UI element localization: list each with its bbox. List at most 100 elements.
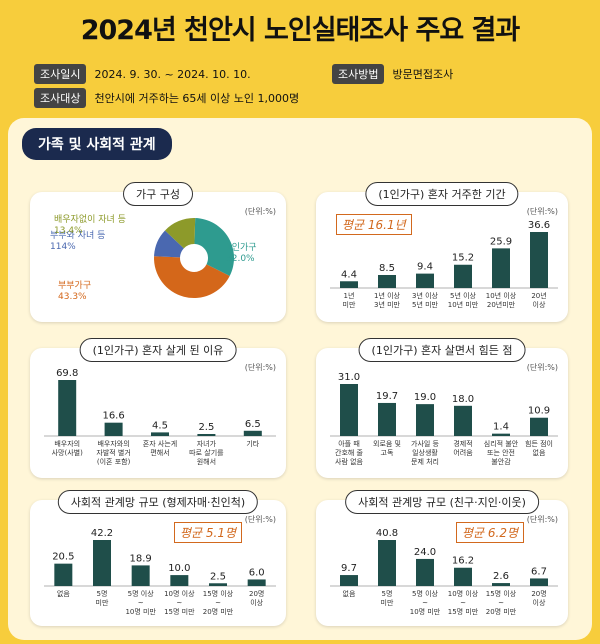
category-label: 20명 이상 [249,589,264,607]
category-label: 배우자와의 자발적 별거 (이혼 포함) [96,439,130,466]
survey-target: 조사대상 천안시에 거주하는 65세 이상 노인 1,000명 [34,88,299,108]
category-label: 자녀가 따로 살기를 원해서 [189,439,224,466]
data-label: 6.7 [531,566,547,577]
bar [340,281,358,288]
panel-title-network-friends: 사회적 관계망 규모 (친구·지인·이웃) [345,490,539,514]
bar [54,563,73,586]
bar [340,575,358,586]
category-label: 가사일 등 일상생활 문제 처리 [411,439,440,466]
category-label: 5명 이상 ~10명 미만 [410,589,441,616]
data-label: 16.2 [452,556,474,567]
pie-slice [154,256,230,298]
bar [378,274,396,288]
survey-method: 조사방법 방문면접조사 [332,64,453,84]
survey-period: 조사일시 2024. 9. 30. ~ 2024. 10. 10. [34,64,251,84]
data-label: 36.6 [528,220,550,231]
reason-bar-chart: 69.8 배우자의 사망(사별) 16.6 배우자와의 자발적 별거 (이혼 포함) 4.5 혼… [44,368,276,466]
bar [58,380,77,436]
category-label: 5명 이상 ~10명 미만 [125,589,156,616]
data-label: 9.7 [341,563,357,574]
category-label: 1년 이상 3년 미만 [374,291,401,309]
category-label: 3년 이상 5년 미만 [412,291,439,309]
category-label: 20년 이상 [531,291,546,309]
data-label: 1.4 [493,422,509,433]
panel-title-network-family: 사회적 관계망 규모 (형제자매·친인척) [57,490,259,514]
bar [170,575,189,586]
category-label: 1년 미만 [343,291,356,309]
bar [378,540,396,586]
data-label: 18.9 [130,553,152,564]
bar [416,273,434,288]
panel-title-difficulty: (1인가구) 혼자 살면서 힘든 점 [358,338,526,362]
unit-label: (단위:%) [526,207,558,216]
data-label: 42.2 [91,528,113,539]
bar [104,422,123,436]
unit-label: (단위:%) [526,515,558,524]
category-label: 힘든 점이 없음 [525,439,553,457]
bar [197,433,216,436]
data-label: 6.0 [249,567,265,578]
network-friends-bar-chart: 9.7 없음 40.8 5명 미만 24.0 5명 이상 ~10명 미만 16.2 10명 이상 ~… [330,528,558,616]
data-label: 6.5 [245,419,261,430]
data-label: 10.0 [168,563,190,574]
data-label: 40.8 [376,528,398,539]
data-label: 19.7 [376,391,398,402]
unit-label: (단위:%) [526,363,558,372]
category-label: 외로움 및 고독 [373,439,401,457]
data-label: 19.0 [414,392,436,403]
period-value: 2024. 9. 30. ~ 2024. 10. 10. [94,67,251,81]
data-label: 25.9 [490,236,512,247]
category-label: 심리적 불안 또는 안전 불안감 [484,439,519,466]
bar [209,583,227,586]
page-title: 2024년 천안시 노인실태조사 주요 결과 [80,15,521,46]
panel-living-alone-reason: (1인가구) 혼자 살게 된 이유 (단위:%) 69.8 배우자의 사망(사별) 1… [30,338,286,478]
pie-label: 부부가구 43.3% [58,280,91,302]
data-label: 31.0 [338,372,360,383]
data-label: 16.6 [102,411,124,422]
difficulty-bar-chart: 31.0 아플 때 간호해 줄 사람 없음 19.7 외로움 및 고독 19.0 가사일 등 일상… [330,372,558,466]
data-label: 15.2 [452,253,474,264]
category-label: 없음 [343,590,356,598]
category-label: 5명 미만 [381,589,394,607]
bar [93,540,111,586]
pie-slice [194,218,234,277]
category-label: 아플 때 간호해 줄 사람 없음 [335,439,364,466]
target-value: 천안시에 거주하는 65세 이상 노인 1,000명 [94,92,300,105]
bar [416,558,434,586]
panel-title-household: 가구 구성 [123,182,193,206]
panel-title-period: (1인가구) 혼자 거주한 기간 [365,182,519,206]
category-label: 없음 [57,590,70,598]
data-label: 69.8 [56,368,78,379]
panel-title-reason: (1인가구) 혼자 살게 된 이유 [79,338,237,362]
pie-label: 1인가구 32.0% [226,242,257,264]
unit-label: (단위:%) [244,363,276,372]
data-label: 20.5 [52,552,74,563]
section-title: 가족 및 사회적 관계 [22,128,172,160]
category-label: 5명 미만 [96,589,109,607]
period-bar-chart: 4.4 1년 미만 8.5 1년 이상 3년 미만 9.4 3년 이상 5년 미만 15.2 5년 … [330,220,558,309]
method-tag: 조사방법 [332,64,385,84]
bar [530,417,548,436]
network-family-bar-chart: 20.5 없음 42.2 5명 미만 18.9 5명 이상 ~10명 미만 10.0 10명 이상… [44,528,276,616]
data-label: 8.5 [379,263,395,274]
data-label: 24.0 [414,547,436,558]
unit-label: (단위:%) [244,515,276,524]
bar [340,384,358,436]
bar [416,404,434,436]
category-label: 10년 이상 20년미만 [486,291,517,309]
pie-slice [164,218,196,249]
average-badge: 평균 6.2명 [455,522,524,543]
bar [131,565,150,586]
panel-network-friends: 사회적 관계망 규모 (친구·지인·이웃) (단위:%) 평균 6.2명 9.7… [316,490,568,626]
average-badge: 평균 5.1명 [173,522,242,543]
panel-living-alone-period: (1인가구) 혼자 거주한 기간 (단위:%) 평균 16.1년 4.4 1년 미만… [316,182,568,322]
category-label: 5년 이상 10년 미만 [448,291,479,309]
bar [378,402,396,436]
method-value: 방문면접조사 [392,68,454,81]
unit-label: (단위:%) [244,207,276,216]
bar [530,232,548,288]
period-tag: 조사일시 [34,64,87,84]
category-label: 10명 이상 ~15명 미만 [164,589,195,616]
